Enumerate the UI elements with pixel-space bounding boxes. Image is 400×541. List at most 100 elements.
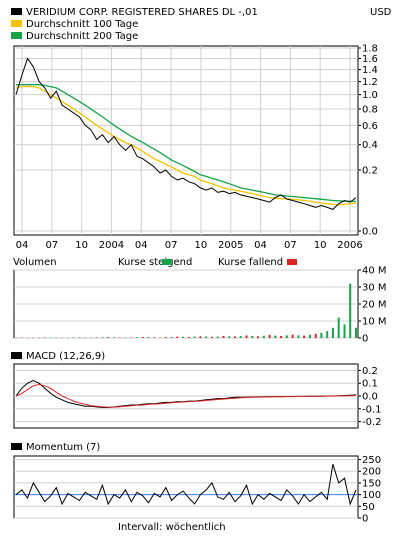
volume-bar xyxy=(72,337,75,338)
momentum-y-tick-label: 250 xyxy=(362,455,381,466)
volume-bar xyxy=(234,336,236,338)
volume-bar xyxy=(159,337,162,338)
price-x-tick-label: 10 xyxy=(195,240,208,251)
volume-bars xyxy=(15,283,357,339)
legend-swatch-ma100 xyxy=(11,20,22,27)
volume-bar xyxy=(43,337,46,338)
price-x-ticks: 04 07 10 2004 04 07 10 2005 04 07 10 2006 xyxy=(16,240,363,251)
volume-bar xyxy=(245,335,248,338)
volume-bar xyxy=(228,336,231,338)
momentum-panel xyxy=(13,455,359,519)
volume-y-ticks: 0 10 M 20 M 30 M 40 M xyxy=(358,266,387,345)
price-x-tick-label: 04 xyxy=(16,240,29,251)
volume-bar xyxy=(308,334,311,338)
price-x-tick-label: 10 xyxy=(75,240,88,251)
momentum-title: Momentum (7) xyxy=(26,442,100,453)
volume-bar xyxy=(343,324,346,338)
macd-y-tick-label: -0.2 xyxy=(362,417,382,428)
legend-swatch-price xyxy=(11,8,22,15)
volume-bar xyxy=(84,337,87,339)
volume-bar xyxy=(170,337,173,338)
macd-title: MACD (12,26,9) xyxy=(26,351,105,362)
volume-bar xyxy=(55,337,58,339)
price-x-tick-label: 2005 xyxy=(218,240,243,251)
volume-bar xyxy=(26,337,29,339)
volume-bar xyxy=(182,336,185,338)
price-y-ticks: 0.0 0.2 0.4 0.6 0.8 1.0 1.21.41.61.8 xyxy=(358,44,378,238)
volume-bar xyxy=(291,334,294,338)
price-x-tick-label: 04 xyxy=(135,240,148,251)
price-y-tick-label: 1.6 xyxy=(362,54,378,65)
interval-label: Intervall: wöchentlich xyxy=(118,522,226,533)
momentum-y-tick-label: 50 xyxy=(362,502,375,513)
price-y-tick-label: 0.4 xyxy=(362,140,378,151)
volume-bar xyxy=(78,337,81,338)
volume-bar xyxy=(337,317,340,338)
price-x-tick-label: 07 xyxy=(45,240,58,251)
volume-bar xyxy=(262,335,265,338)
volume-bar xyxy=(61,337,64,339)
price-y-tick-label: 0.6 xyxy=(362,121,378,132)
volume-grid xyxy=(14,269,358,339)
price-y-tick-label: 1.2 xyxy=(362,77,378,88)
macd-y-ticks: 0.2 0.1 0.0-0.1 -0.2 xyxy=(358,366,382,428)
volume-y-tick-label: 0 xyxy=(362,334,368,345)
volume-bar xyxy=(285,335,288,338)
volume-y-tick-label: 40 M xyxy=(362,266,387,277)
price-panel xyxy=(13,45,359,236)
volume-bar xyxy=(107,337,110,338)
momentum-y-tick-label: 150 xyxy=(362,478,381,489)
volume-bar xyxy=(297,335,300,338)
volume-bar xyxy=(280,336,283,338)
volume-bar xyxy=(101,337,104,338)
volume-bar xyxy=(95,337,98,338)
legend-label-ma200: Durchschnitt 200 Tage xyxy=(26,31,138,42)
volume-bar xyxy=(331,327,334,338)
price-series-line xyxy=(15,85,357,206)
legend-label-rising: Kurse steigend xyxy=(118,257,192,268)
price-x-tick-label: 2004 xyxy=(99,240,124,251)
volume-y-tick-label: 20 M xyxy=(362,300,387,311)
volume-bar xyxy=(49,337,52,339)
price-y-tick-label: 1.0 xyxy=(362,90,378,101)
price-x-tick-label: 07 xyxy=(284,240,297,251)
volume-bar xyxy=(20,337,23,338)
volume-bar xyxy=(268,334,271,338)
legend-swatch-ma200 xyxy=(11,32,22,39)
momentum-lines xyxy=(14,464,358,506)
volume-bar xyxy=(326,331,329,338)
macd-y-tick-label: -0.1 xyxy=(362,404,382,415)
volume-bar xyxy=(257,336,259,338)
volume-bar xyxy=(66,337,69,339)
price-y-tick-label: 0.0 xyxy=(362,227,378,238)
legend-swatch-falling xyxy=(287,259,297,265)
volume-bar xyxy=(303,335,306,338)
price-x-tick-label: 10 xyxy=(314,240,327,251)
macd-swatch xyxy=(11,352,22,359)
macd-y-tick-label: 0.2 xyxy=(362,366,378,377)
macd-y-tick-label: 0.1 xyxy=(362,379,378,390)
volume-bar xyxy=(320,332,323,338)
volume-bar xyxy=(113,337,115,338)
macd-y-tick-label: 0.0 xyxy=(362,392,378,403)
price-grid xyxy=(14,46,358,235)
volume-bar xyxy=(251,336,254,338)
legend-label-ma100: Durchschnitt 100 Tage xyxy=(26,19,138,30)
price-series-line xyxy=(15,57,357,210)
volume-y-tick-label: 10 M xyxy=(362,317,387,328)
price-lines xyxy=(15,57,357,210)
volume-bar xyxy=(210,336,213,338)
volume-bar xyxy=(274,335,277,338)
legend-label-falling: Kurse fallend xyxy=(218,257,283,268)
volume-bar xyxy=(118,337,121,338)
momentum-swatch xyxy=(11,443,22,450)
volume-bar xyxy=(205,336,208,338)
price-x-tick-label: 07 xyxy=(165,240,178,251)
volume-bar xyxy=(136,337,138,338)
volume-bar xyxy=(32,337,35,339)
legend-label-price: VERIDIUM CORP. REGISTERED SHARES DL -,01 xyxy=(26,7,258,18)
volume-bar xyxy=(216,336,219,338)
price-y-tick-label: 0.2 xyxy=(362,166,378,177)
price-y-tick-label: 1.4 xyxy=(362,65,378,76)
